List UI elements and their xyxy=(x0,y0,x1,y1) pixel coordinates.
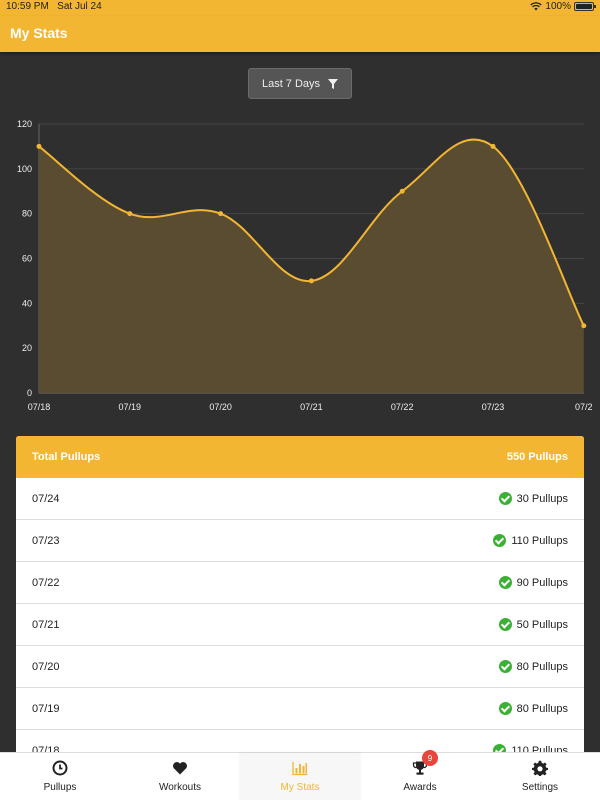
tab-label: Awards xyxy=(403,782,437,793)
x-tick-label: 07/22 xyxy=(391,402,414,412)
y-tick-label: 20 xyxy=(22,343,32,353)
x-tick-label: 07/19 xyxy=(119,402,142,412)
filter-label: Last 7 Days xyxy=(261,77,321,90)
row-date: 07/22 xyxy=(32,576,60,589)
wifi-icon xyxy=(530,2,543,11)
app-bar: My Stats xyxy=(0,16,600,52)
x-tick-label: 07/2 xyxy=(575,402,593,412)
area-fill xyxy=(39,139,584,393)
y-tick-label: 60 xyxy=(22,254,32,264)
row-value: 110 Pullups xyxy=(511,534,568,547)
total-label: Total Pullups xyxy=(32,451,101,463)
awards-count-badge: 9 xyxy=(422,750,438,766)
check-circle-icon xyxy=(498,576,512,589)
y-tick-label: 40 xyxy=(22,298,32,308)
data-point xyxy=(399,188,405,194)
tab-label: My Stats xyxy=(280,782,320,793)
table-row[interactable]: 07/19 80 Pullups xyxy=(16,688,584,730)
y-tick-label: 100 xyxy=(17,164,32,174)
row-date: 07/20 xyxy=(32,660,60,673)
table-row[interactable]: 07/20 80 Pullups xyxy=(16,646,584,688)
table-row[interactable]: 07/23 110 Pullups xyxy=(16,520,584,562)
check-circle-icon xyxy=(498,618,512,631)
page-title: My Stats xyxy=(10,25,68,41)
tab-my-stats[interactable]: My Stats xyxy=(240,753,360,800)
bottom-tab-bar: Pullups Workouts My Stats Awards 9 Settings xyxy=(0,750,600,800)
row-date: 07/23 xyxy=(32,534,60,547)
tab-label: Pullups xyxy=(43,782,77,793)
status-bar: 10:59 PM Sat Jul 24 100% xyxy=(0,0,600,16)
row-value: 80 Pullups xyxy=(516,702,568,715)
status-time: 10:59 PM Sat Jul 24 xyxy=(6,1,102,12)
row-value: 30 Pullups xyxy=(516,492,568,505)
row-date: 07/21 xyxy=(32,618,60,631)
bar-chart-icon xyxy=(292,760,308,776)
date-range-filter-button[interactable]: Last 7 Days xyxy=(248,68,352,99)
pullups-summary-card: Total Pullups 550 Pullups 07/24 30 Pullup… xyxy=(16,436,584,766)
table-row[interactable]: 07/21 50 Pullups xyxy=(16,604,584,646)
check-circle-icon xyxy=(498,702,512,715)
summary-header: Total Pullups 550 Pullups xyxy=(16,436,584,478)
data-point xyxy=(308,278,314,284)
tab-label: Settings xyxy=(521,782,559,793)
row-value: 80 Pullups xyxy=(516,660,568,673)
battery-percent: 100% xyxy=(545,1,571,12)
clock-icon xyxy=(52,760,68,776)
tab-label: Workouts xyxy=(158,782,202,793)
tab-workouts[interactable]: Workouts xyxy=(120,753,240,800)
table-row[interactable]: 07/22 90 Pullups xyxy=(16,562,584,604)
heart-icon xyxy=(172,760,188,776)
row-value: 50 Pullups xyxy=(516,618,568,631)
battery-icon xyxy=(574,2,596,11)
data-point xyxy=(127,211,133,217)
data-point xyxy=(36,143,42,149)
data-point xyxy=(581,323,587,329)
tab-awards[interactable]: Awards 9 xyxy=(360,750,480,800)
data-point xyxy=(218,211,224,217)
table-row[interactable]: 07/24 30 Pullups xyxy=(16,478,584,520)
y-tick-label: 0 xyxy=(27,388,32,398)
row-date: 07/19 xyxy=(32,702,60,715)
check-circle-icon xyxy=(498,492,512,505)
y-tick-label: 80 xyxy=(22,209,32,219)
x-tick-label: 07/21 xyxy=(300,402,323,412)
y-tick-label: 120 xyxy=(17,119,32,129)
gear-icon xyxy=(532,760,548,776)
filter-icon xyxy=(328,78,339,89)
tab-pullups[interactable]: Pullups xyxy=(0,753,120,800)
x-tick-label: 07/20 xyxy=(209,402,232,412)
row-date: 07/24 xyxy=(32,492,60,505)
check-circle-icon xyxy=(493,534,507,547)
tab-settings[interactable]: Settings xyxy=(480,753,600,800)
x-tick-label: 07/18 xyxy=(28,402,51,412)
total-value: 550 Pullups xyxy=(506,451,568,463)
x-tick-label: 07/23 xyxy=(482,402,505,412)
check-circle-icon xyxy=(498,660,512,673)
row-value: 90 Pullups xyxy=(516,576,568,589)
data-point xyxy=(490,143,496,149)
pullups-area-chart: 0 20 40 60 80 100 120 07/18 07/19 07/20 07/21 07/22… xyxy=(17,119,593,412)
